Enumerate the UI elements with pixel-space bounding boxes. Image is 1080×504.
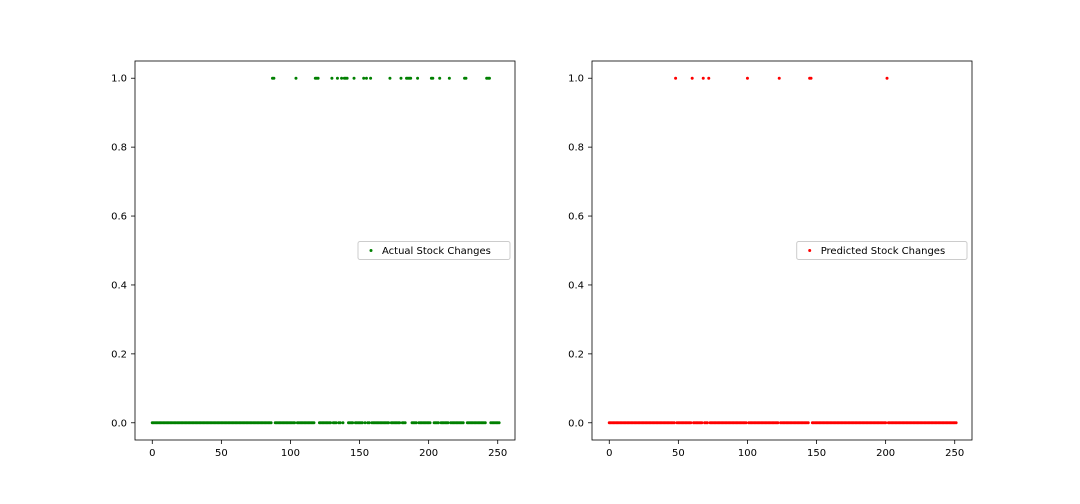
data-point <box>707 76 711 80</box>
x-tick-label: 150 <box>807 448 826 459</box>
x-tick-label: 50 <box>215 448 228 459</box>
data-point <box>294 76 298 80</box>
legend-marker <box>369 249 373 252</box>
chart-1: 0 50 100 150 200 250 0.0 0.2 0.4 0.6 0.8 1.0 Actual … <box>111 60 516 459</box>
data-point <box>363 421 367 425</box>
x-tick-label: 50 <box>672 448 685 459</box>
x-tick-label: 0 <box>606 448 612 459</box>
data-point <box>334 421 338 425</box>
legend-label: Predicted Stock Changes <box>821 246 945 257</box>
data-point <box>431 76 435 80</box>
data-point <box>388 76 392 80</box>
data-point <box>446 421 450 425</box>
data-point <box>428 421 432 425</box>
data-point <box>436 421 440 425</box>
series-1 <box>150 76 501 425</box>
data-point <box>672 421 676 425</box>
x-tick-label: 200 <box>876 448 895 459</box>
y-tick-label: 0.4 <box>111 280 127 291</box>
y-tick-label: 0.2 <box>568 349 584 360</box>
y-tick-label: 1.0 <box>568 74 584 85</box>
x-tick-label: 100 <box>738 448 757 459</box>
data-point <box>387 421 391 425</box>
data-point <box>329 421 333 425</box>
legend-marker <box>808 249 812 252</box>
x-tick-label: 0 <box>149 448 155 459</box>
data-point <box>954 421 958 425</box>
data-point <box>316 76 320 80</box>
data-point <box>497 421 501 425</box>
y-tick-label: 0.0 <box>111 418 127 429</box>
data-point <box>776 421 780 425</box>
series-1 <box>607 76 958 425</box>
x-tick-label: 250 <box>488 448 507 459</box>
data-point <box>701 76 705 80</box>
legend-box <box>357 241 511 260</box>
data-point <box>398 421 402 425</box>
data-point <box>483 421 487 425</box>
y-tick-label: 0.8 <box>568 143 584 154</box>
data-point <box>745 76 749 80</box>
data-point <box>705 421 709 425</box>
data-point <box>345 76 349 80</box>
data-point <box>341 421 345 425</box>
data-point <box>806 421 810 425</box>
data-point <box>689 421 693 425</box>
y-tick-label: 0.6 <box>568 212 584 223</box>
y-tick-label: 0.6 <box>111 212 127 223</box>
data-point <box>367 421 371 425</box>
data-point <box>744 421 748 425</box>
data-point <box>269 421 273 425</box>
data-point <box>885 76 889 80</box>
y-tick-label: 0.0 <box>568 418 584 429</box>
legend-box <box>796 241 968 260</box>
data-point <box>487 76 491 80</box>
data-point <box>777 76 781 80</box>
y-tick-label: 0.8 <box>111 143 127 154</box>
data-point <box>700 421 704 425</box>
legend: Predicted Stock Changes <box>796 241 968 260</box>
data-point <box>461 421 465 425</box>
y-tick-label: 0.2 <box>111 349 127 360</box>
data-point <box>338 421 342 425</box>
data-point <box>416 76 420 80</box>
x-tick-label: 150 <box>350 448 369 459</box>
data-point <box>352 76 356 80</box>
x-tick-label: 200 <box>419 448 438 459</box>
data-point <box>272 76 276 80</box>
data-point <box>330 76 334 80</box>
data-point <box>884 421 888 425</box>
legend-label: Actual Stock Changes <box>382 246 491 257</box>
x-tick-label: 250 <box>945 448 964 459</box>
data-point <box>312 421 316 425</box>
data-point <box>399 76 403 80</box>
data-point <box>414 421 418 425</box>
data-point <box>438 76 442 80</box>
data-point <box>362 76 366 80</box>
data-point <box>293 421 297 425</box>
chart-2: 0 50 100 150 200 250 0.0 0.2 0.4 0.6 0.8 1.0 Predict… <box>568 60 973 459</box>
data-point <box>809 76 813 80</box>
data-point <box>335 76 339 80</box>
data-point <box>447 76 451 80</box>
data-point <box>364 76 368 80</box>
data-point <box>690 76 694 80</box>
y-tick-label: 0.4 <box>568 280 584 291</box>
data-point <box>369 76 373 80</box>
data-point <box>351 421 355 425</box>
data-point <box>674 76 678 80</box>
data-point <box>360 421 364 425</box>
x-tick-label: 100 <box>281 448 300 459</box>
data-point <box>409 76 413 80</box>
data-point <box>340 76 344 80</box>
y-tick-label: 1.0 <box>111 74 127 85</box>
data-point <box>464 76 468 80</box>
legend: Actual Stock Changes <box>357 241 511 260</box>
data-point <box>403 421 407 425</box>
